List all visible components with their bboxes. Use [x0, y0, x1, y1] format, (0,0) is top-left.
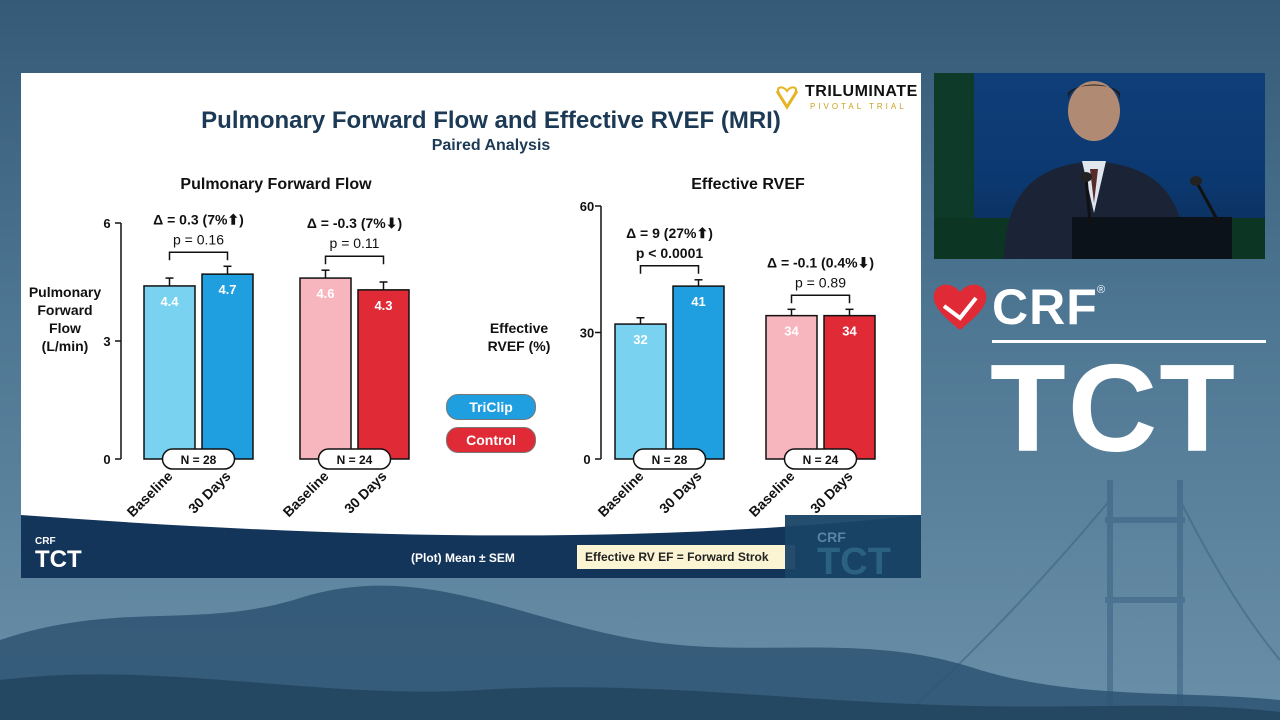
delta-label: Δ = -0.3 (7%⬇) — [307, 215, 402, 231]
hills — [0, 585, 1280, 720]
footer-tct-text: TCT — [35, 546, 82, 573]
bar — [823, 314, 876, 460]
n-badge — [317, 448, 392, 470]
n-badge-label: N = 28 — [181, 453, 217, 467]
y-axis-title-line: RVEF (%) — [488, 338, 551, 354]
n-badge — [161, 448, 236, 470]
y-tick-label: 60 — [580, 199, 594, 214]
category-label: Baseline — [595, 468, 647, 520]
logo-title: TRILUMINATE — [805, 83, 918, 100]
significance-bracket — [168, 251, 229, 261]
heart-v-icon — [775, 86, 799, 110]
p-value-label: p = 0.16 — [173, 231, 224, 247]
category-label: 30 Days — [656, 468, 705, 517]
bar — [357, 289, 410, 460]
logo-subtitle: PIVOTAL TRIAL — [810, 102, 907, 111]
legend-control: Control — [446, 427, 536, 453]
y-axis-title-line: Effective — [490, 320, 549, 336]
slide-title: Pulmonary Forward Flow and Effective RVE… — [201, 107, 781, 134]
significance-bracket — [639, 265, 700, 274]
slide-subtitle: Paired Analysis — [431, 137, 551, 154]
footer-tct-logo: CRF TCT — [35, 531, 82, 572]
y-axis-title-line: Pulmonary — [29, 284, 102, 300]
bar-value-label: 4.7 — [218, 282, 236, 297]
brand-tct: TCT — [990, 340, 1238, 478]
brand-divider — [992, 340, 1266, 343]
bar-value-label: 34 — [784, 324, 799, 339]
bar — [614, 323, 667, 460]
y-axis-title-line: Flow — [49, 320, 81, 336]
legend-triclip: TriClip — [446, 394, 536, 420]
crf-heart-logo — [933, 284, 987, 330]
corner-tct-watermark: CRF TCT — [785, 515, 921, 578]
bar — [765, 314, 818, 460]
bar — [672, 285, 725, 460]
n-badge-label: N = 28 — [652, 453, 688, 467]
p-value-label: p = 0.89 — [795, 274, 846, 290]
legend-label: TriClip — [469, 399, 513, 415]
brand-registered-mark: ® — [1097, 284, 1106, 296]
foreground-hills — [0, 674, 1280, 720]
bar-value-label: 4.6 — [316, 286, 334, 301]
category-label: 30 Days — [185, 468, 234, 517]
delta-label: Δ = 9 (27%⬆) — [626, 225, 713, 241]
category-label: 30 Days — [341, 468, 390, 517]
speaker-scene — [934, 73, 1265, 259]
category-label: Baseline — [124, 468, 176, 520]
triluminate-logo: TRILUMINATE PIVOTAL TRIAL — [773, 81, 917, 113]
y-axis-title-line: (L/min) — [42, 338, 89, 354]
bar-value-label: 34 — [842, 324, 857, 339]
y-tick-label: 30 — [580, 326, 594, 341]
significance-bracket — [790, 294, 851, 304]
y-tick-label: 3 — [103, 334, 110, 349]
footer-note: (Plot) Mean ± SEM — [411, 551, 515, 565]
chart-title: Effective RVEF — [691, 176, 805, 193]
significance-bracket — [324, 255, 385, 265]
bar-value-label: 4.3 — [374, 298, 392, 313]
corner-tct-text: TCT — [817, 541, 891, 578]
corner-crf-text: CRF — [817, 529, 846, 545]
bar-value-label: 32 — [633, 332, 647, 347]
n-badge — [632, 448, 707, 470]
y-tick-label: 0 — [583, 452, 590, 467]
delta-label: Δ = 0.3 (7%⬆) — [153, 211, 244, 227]
y-axis-title-line: Forward — [37, 302, 92, 318]
legend-label: Control — [466, 432, 516, 448]
bar-value-label: 4.4 — [160, 294, 179, 309]
y-tick-label: 0 — [103, 452, 110, 467]
p-value-label: p = 0.11 — [330, 235, 380, 251]
speaker-video — [934, 73, 1265, 259]
n-badge — [783, 448, 858, 470]
y-tick-label: 6 — [103, 216, 110, 231]
category-label: Baseline — [280, 468, 332, 520]
bar — [299, 277, 352, 460]
category-label: 30 Days — [807, 468, 856, 517]
bar-value-label: 41 — [691, 294, 705, 309]
bar — [201, 273, 254, 460]
footer-definition-box: Effective RV EF = Forward Strok — [577, 545, 795, 569]
category-label: Baseline — [746, 468, 798, 520]
presentation-slide: TRILUMINATE PIVOTAL TRIAL Pulmonary Forw… — [21, 73, 921, 578]
bar — [143, 285, 196, 460]
p-value-label: p < 0.0001 — [636, 245, 704, 261]
delta-label: Δ = -0.1 (0.4%⬇) — [767, 254, 874, 270]
n-badge-label: N = 24 — [337, 453, 373, 467]
footer-crf-text: CRF — [35, 536, 56, 547]
slide-footer: CRF TCT (Plot) Mean ± SEM Effective RV E… — [21, 515, 921, 578]
charts-canvas: Pulmonary Forward Flow Pulmonary Forward Fl… — [29, 176, 876, 520]
brand-crf: CRF — [992, 279, 1098, 335]
n-badge-label: N = 24 — [803, 453, 839, 467]
chart-title: Pulmonary Forward Flow — [180, 176, 372, 193]
